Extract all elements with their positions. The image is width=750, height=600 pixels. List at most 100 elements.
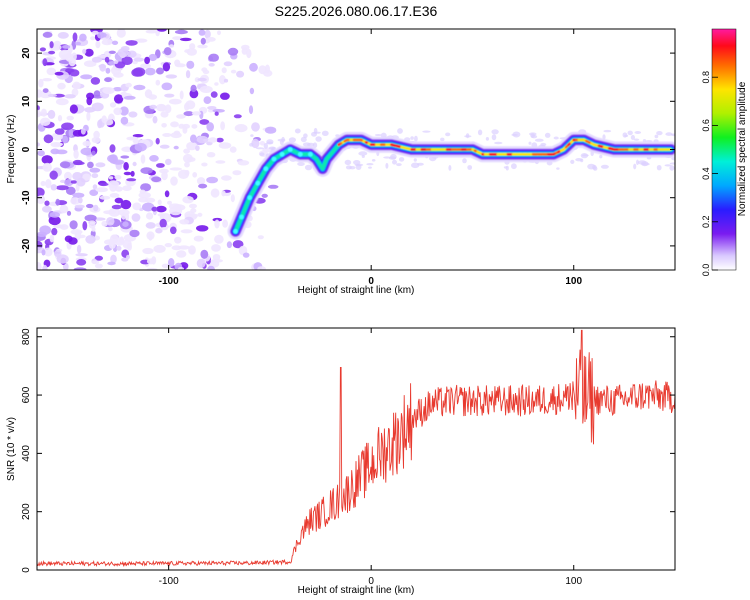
noise-blob bbox=[117, 48, 129, 57]
noise-blob bbox=[233, 114, 242, 119]
noise-blob bbox=[114, 197, 124, 204]
noise-blob bbox=[155, 205, 167, 213]
noise-blob bbox=[168, 98, 182, 105]
noise-blob bbox=[49, 170, 58, 180]
ridge-hot-segment bbox=[390, 143, 397, 147]
noise-blob bbox=[229, 146, 237, 153]
noise-blob bbox=[212, 109, 225, 113]
noise-blob bbox=[413, 158, 417, 162]
noise-blob bbox=[38, 78, 44, 88]
noise-blob bbox=[174, 236, 182, 244]
noise-blob bbox=[84, 48, 94, 57]
noise-blob bbox=[57, 82, 66, 90]
noise-blob bbox=[72, 159, 83, 165]
noise-blob bbox=[90, 77, 101, 85]
noise-blob bbox=[189, 43, 196, 50]
colorbar-tick-label: 0.6 bbox=[701, 119, 711, 132]
noise-blob bbox=[149, 104, 157, 110]
noise-blob bbox=[61, 122, 74, 130]
noise-blob bbox=[145, 29, 158, 34]
noise-blob bbox=[170, 226, 177, 235]
noise-blob bbox=[345, 165, 352, 170]
noise-blob bbox=[87, 161, 94, 169]
noise-blob bbox=[355, 164, 362, 170]
noise-blob bbox=[184, 102, 190, 111]
noise-blob bbox=[199, 85, 213, 93]
noise-blob bbox=[42, 31, 53, 38]
colorbar-tick-label: 0.4 bbox=[701, 167, 711, 180]
noise-blob bbox=[197, 212, 203, 217]
noise-blob bbox=[190, 134, 197, 143]
noise-blob bbox=[203, 96, 212, 104]
noise-blob bbox=[73, 149, 79, 159]
noise-blob bbox=[64, 235, 73, 243]
noise-blob bbox=[206, 37, 216, 42]
noise-blob bbox=[172, 36, 183, 40]
noise-blob bbox=[397, 128, 403, 134]
noise-blob bbox=[417, 162, 424, 166]
noise-blob bbox=[97, 119, 103, 129]
noise-blob bbox=[93, 204, 99, 212]
noise-blob bbox=[191, 111, 202, 116]
noise-blob bbox=[191, 124, 198, 129]
noise-blob bbox=[146, 267, 158, 270]
noise-blob bbox=[80, 74, 93, 80]
noise-blob bbox=[157, 104, 167, 112]
noise-blob bbox=[344, 159, 352, 166]
noise-blob bbox=[288, 137, 296, 143]
noise-blob bbox=[257, 235, 264, 240]
colorbar-label: Normalized spectral amplitude bbox=[737, 81, 748, 216]
noise-blob bbox=[42, 88, 49, 93]
noise-blob bbox=[152, 115, 158, 124]
noise-blob bbox=[161, 123, 167, 128]
noise-blob bbox=[133, 57, 145, 62]
ridge-peak-dot bbox=[287, 147, 293, 152]
noise-blob bbox=[140, 167, 153, 175]
noise-blob bbox=[91, 173, 99, 179]
noise-blob bbox=[120, 199, 132, 210]
noise-blob bbox=[62, 135, 69, 144]
noise-blob bbox=[208, 63, 215, 67]
bottom-x-tick-label: 100 bbox=[565, 576, 582, 587]
top-y-tick-label: -20 bbox=[21, 238, 32, 253]
noise-blob bbox=[92, 184, 98, 190]
noise-blob bbox=[91, 56, 102, 63]
noise-blob bbox=[361, 155, 365, 158]
noise-blob bbox=[637, 160, 647, 165]
noise-blob bbox=[183, 111, 194, 117]
noise-blob bbox=[656, 131, 663, 136]
noise-blob bbox=[59, 224, 69, 230]
noise-blob bbox=[116, 29, 126, 38]
noise-blob bbox=[95, 187, 108, 193]
ridge-hot-segment bbox=[602, 145, 610, 150]
noise-blob bbox=[259, 141, 265, 146]
noise-blob bbox=[197, 44, 208, 49]
noise-blob bbox=[140, 183, 152, 192]
noise-blob bbox=[440, 137, 445, 142]
noise-blob bbox=[477, 129, 483, 136]
noise-blob bbox=[392, 159, 397, 165]
noise-blob bbox=[149, 155, 159, 162]
noise-blob bbox=[194, 77, 200, 83]
noise-blob bbox=[665, 132, 673, 136]
ridge-peak-dot bbox=[239, 214, 245, 220]
noise-blob bbox=[41, 249, 46, 256]
noise-blob bbox=[155, 79, 161, 86]
noise-blob bbox=[223, 61, 233, 67]
noise-blob bbox=[126, 136, 139, 141]
noise-blob bbox=[266, 141, 274, 145]
noise-blob bbox=[145, 197, 156, 203]
noise-blob bbox=[140, 154, 146, 164]
noise-blob bbox=[263, 143, 268, 149]
noise-blob bbox=[164, 104, 172, 114]
noise-blob bbox=[106, 217, 115, 226]
noise-blob bbox=[95, 162, 106, 168]
bottom-y-tick-label: 200 bbox=[21, 503, 32, 520]
top-y-tick-label: 10 bbox=[21, 95, 32, 107]
colorbar-gradient bbox=[711, 28, 737, 271]
ridge-peak-dot bbox=[255, 180, 261, 186]
noise-blob bbox=[132, 139, 145, 144]
noise-blob bbox=[107, 180, 120, 189]
noise-blob bbox=[134, 38, 148, 43]
